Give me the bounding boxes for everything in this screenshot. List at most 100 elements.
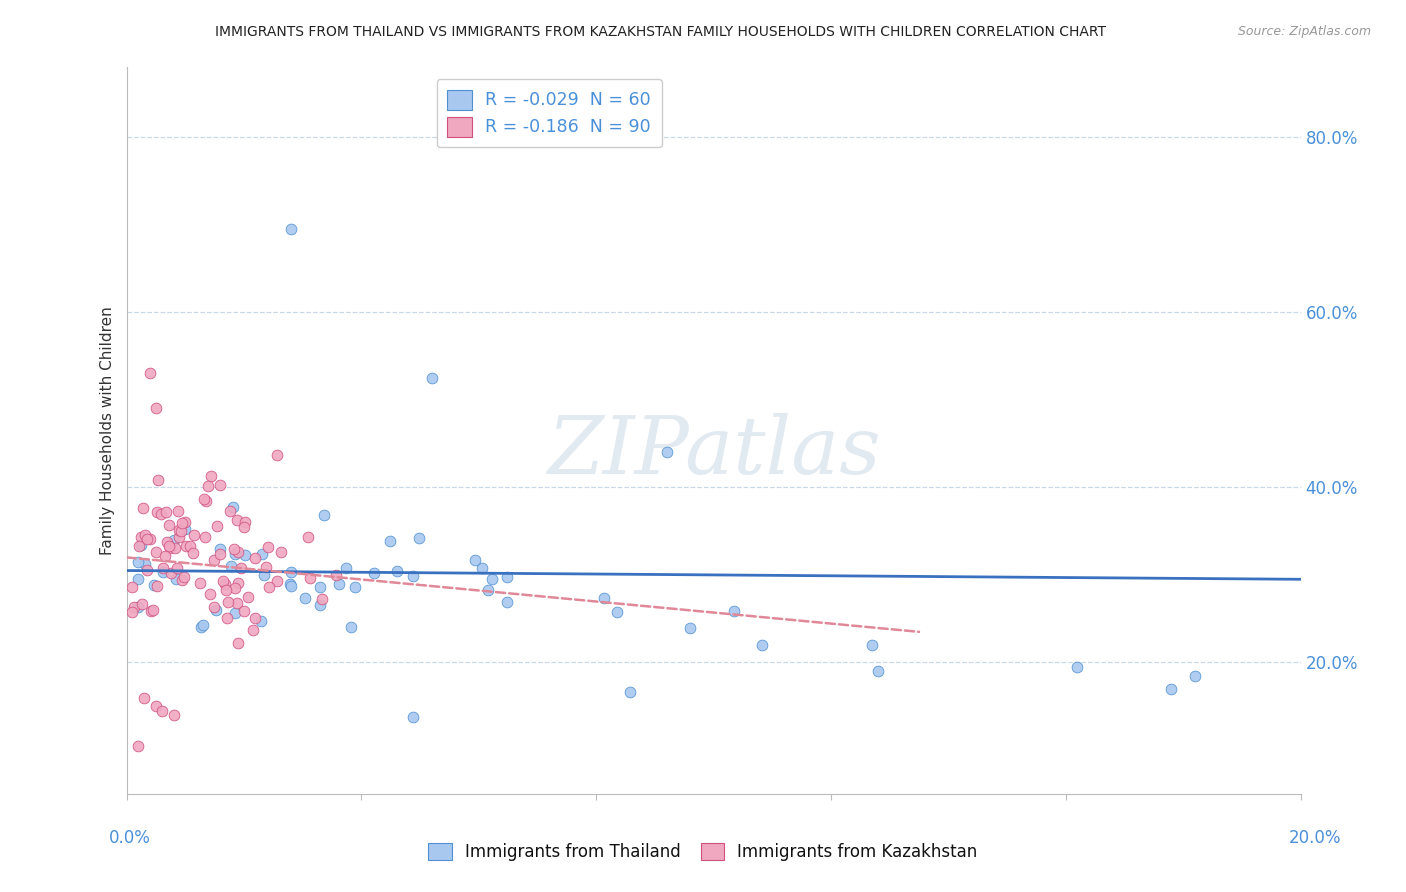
Point — [257, 541, 280, 555]
Point — [593, 591, 616, 606]
Point — [238, 591, 260, 605]
Point — [155, 505, 177, 519]
Point — [145, 401, 167, 416]
Point — [606, 605, 628, 619]
Point — [167, 523, 190, 537]
Point — [127, 572, 149, 586]
Point — [294, 591, 316, 605]
Point — [142, 603, 165, 617]
Point — [146, 473, 169, 487]
Point — [655, 445, 678, 459]
Point — [188, 575, 211, 590]
Y-axis label: Family Households with Children: Family Households with Children — [100, 306, 115, 555]
Point — [152, 565, 174, 579]
Point — [167, 504, 190, 518]
Point — [344, 580, 367, 594]
Point — [179, 539, 201, 553]
Point — [145, 505, 167, 519]
Point — [226, 544, 249, 558]
Point — [200, 587, 222, 601]
Point — [132, 500, 155, 515]
Point — [159, 541, 181, 555]
Point — [226, 575, 249, 590]
Point — [312, 508, 335, 522]
Point — [128, 539, 150, 553]
Point — [131, 597, 153, 611]
Text: IMMIGRANTS FROM THAILAND VS IMMIGRANTS FROM KAZAKHSTAN FAMILY HOUSEHOLDS WITH CH: IMMIGRANTS FROM THAILAND VS IMMIGRANTS F… — [215, 25, 1107, 39]
Point — [209, 477, 232, 491]
Point — [149, 507, 172, 521]
Point — [163, 541, 186, 555]
Point — [1184, 668, 1206, 682]
Point — [121, 605, 143, 619]
Point — [1160, 681, 1182, 696]
Point — [166, 572, 188, 586]
Point — [224, 547, 246, 561]
Point — [145, 699, 167, 714]
Point — [162, 708, 184, 723]
Point — [173, 522, 195, 536]
Point — [129, 530, 152, 544]
Point — [145, 545, 167, 559]
Point — [173, 570, 195, 584]
Point — [169, 530, 191, 544]
Text: ZIPatlas: ZIPatlas — [547, 414, 880, 491]
Point — [163, 533, 186, 547]
Point — [127, 739, 149, 753]
Point — [266, 448, 288, 462]
Point — [121, 580, 143, 594]
Point — [225, 513, 247, 527]
Point — [211, 574, 233, 588]
Point — [232, 519, 254, 533]
Point — [477, 582, 499, 597]
Point — [156, 534, 179, 549]
Point — [340, 620, 363, 634]
Point — [866, 665, 889, 679]
Text: Source: ZipAtlas.com: Source: ZipAtlas.com — [1237, 25, 1371, 38]
Point — [222, 500, 245, 515]
Point — [200, 469, 222, 483]
Point — [278, 577, 301, 591]
Point — [135, 532, 157, 546]
Point — [280, 565, 302, 579]
Point — [401, 568, 423, 582]
Point — [194, 530, 217, 544]
Point — [209, 547, 232, 561]
Point — [174, 539, 197, 553]
Point — [150, 704, 173, 718]
Point — [243, 550, 266, 565]
Point — [229, 561, 252, 575]
Point — [172, 573, 194, 587]
Point — [380, 534, 402, 549]
Point — [325, 567, 347, 582]
Text: 20.0%: 20.0% — [1288, 830, 1341, 847]
Point — [335, 561, 357, 575]
Point — [751, 639, 773, 653]
Point — [139, 604, 162, 618]
Point — [496, 570, 519, 584]
Point — [152, 561, 174, 575]
Point — [299, 571, 322, 585]
Point — [309, 599, 332, 613]
Point — [679, 621, 702, 635]
Point — [219, 558, 242, 573]
Point — [280, 222, 302, 236]
Point — [127, 600, 149, 615]
Point — [233, 515, 256, 529]
Point — [146, 579, 169, 593]
Point — [209, 541, 232, 556]
Point — [224, 606, 246, 620]
Point — [181, 546, 204, 560]
Point — [471, 560, 494, 574]
Point — [297, 530, 319, 544]
Legend: Immigrants from Thailand, Immigrants from Kazakhstan: Immigrants from Thailand, Immigrants fro… — [422, 836, 984, 868]
Point — [257, 580, 280, 594]
Point — [197, 478, 219, 492]
Point — [190, 620, 212, 634]
Point — [174, 516, 197, 530]
Point — [495, 595, 517, 609]
Point — [235, 548, 257, 562]
Point — [194, 494, 217, 508]
Point — [219, 503, 242, 517]
Point — [270, 545, 292, 559]
